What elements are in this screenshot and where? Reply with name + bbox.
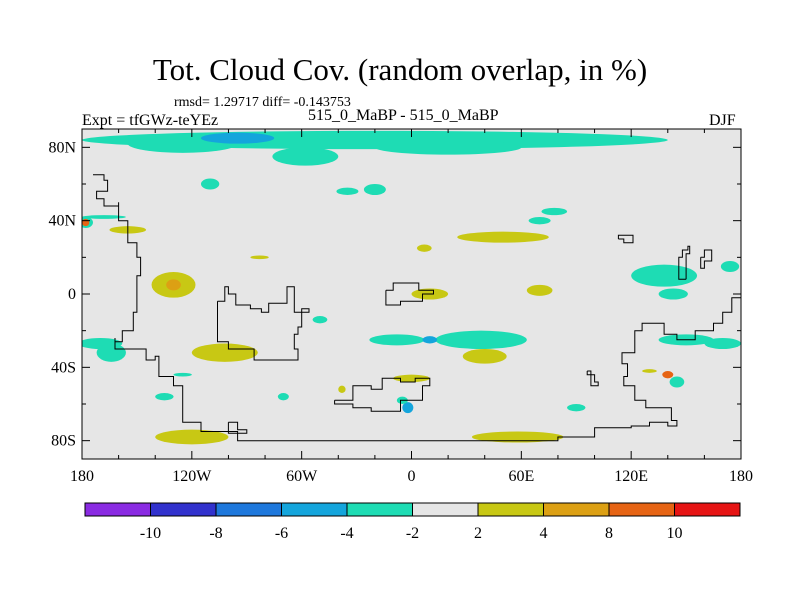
anomaly-patch <box>250 255 269 260</box>
anomaly-patch <box>155 393 174 401</box>
season-label: DJF <box>709 112 736 129</box>
anomaly-patch <box>191 343 258 362</box>
anomaly-patch <box>166 279 181 291</box>
colorbar-label: 2 <box>474 525 482 542</box>
anomaly-patch <box>200 132 275 144</box>
anomaly-patch <box>422 336 438 344</box>
anomaly-patch <box>82 218 90 227</box>
anomaly-patch <box>96 343 126 362</box>
colorbar-swatch <box>281 502 348 517</box>
y-tick-label: 40S <box>51 359 76 376</box>
coastline <box>586 370 599 387</box>
anomaly-patch <box>457 231 549 243</box>
anomaly-patch <box>704 338 741 349</box>
anomaly-patch <box>642 369 657 373</box>
x-tick-label: 120W <box>172 468 212 485</box>
x-tick-label: 60W <box>286 468 318 485</box>
x-tick-label: 0 <box>408 468 416 485</box>
colorbar-label: 8 <box>605 525 613 542</box>
anomaly-patch <box>402 402 414 414</box>
anomaly-patch <box>669 376 685 388</box>
colorbar-swatch <box>150 502 217 517</box>
colorbar-label: 4 <box>540 525 548 542</box>
colorbar-swatch <box>346 502 413 517</box>
colorbar-label: 10 <box>667 525 683 542</box>
colorbar-label: -2 <box>406 525 419 542</box>
x-tick-label: 180 <box>70 468 94 485</box>
anomaly-patch <box>526 284 553 296</box>
experiment-label: Expt = tfGWz-teYEz <box>82 112 219 129</box>
anomaly-patch <box>541 207 568 216</box>
anomaly-patch <box>369 334 425 346</box>
anomaly-patch <box>471 431 564 443</box>
anomaly-patch <box>312 316 328 324</box>
colorbar-label: -4 <box>340 525 353 542</box>
anomaly-patch <box>338 385 346 394</box>
colorbar-swatch <box>608 502 675 517</box>
coastline <box>217 286 310 361</box>
anomaly-patch <box>277 393 289 401</box>
y-tick-label: 0 <box>68 286 76 303</box>
coastline <box>617 234 634 244</box>
colorbar-label: -6 <box>275 525 288 542</box>
coastline <box>385 282 434 306</box>
colorbar-label: -10 <box>140 525 161 542</box>
anomaly-patch <box>363 184 386 195</box>
anomaly-patch <box>631 264 698 287</box>
coastline <box>93 174 742 442</box>
anomaly-patch <box>173 372 192 377</box>
stats-label: rmsd= 1.29717 diff= -0.143753 <box>174 95 351 110</box>
anomaly-patch <box>567 404 586 412</box>
anomaly-patch <box>393 374 430 383</box>
y-tick-label: 80S <box>51 433 76 450</box>
coastline <box>334 377 431 412</box>
anomaly-patch <box>416 244 432 252</box>
x-tick-label: 60E <box>508 468 534 485</box>
x-tick-label: 120E <box>614 468 648 485</box>
coastline <box>700 249 713 269</box>
colorbar-swatch <box>215 502 282 517</box>
anomaly-patch <box>155 429 229 445</box>
anomaly-patch <box>662 371 674 379</box>
anomaly-patch <box>82 215 126 219</box>
colorbar-swatch <box>543 502 610 517</box>
anomaly-patch <box>658 288 688 300</box>
colorbar-label: -8 <box>209 525 222 542</box>
y-tick-label: 80N <box>48 139 76 156</box>
y-tick-label: 40N <box>48 213 76 230</box>
x-tick-label: 180 <box>729 468 753 485</box>
anomaly-patch <box>374 140 522 155</box>
colorbar-swatch <box>412 502 479 517</box>
coastline <box>678 245 691 280</box>
anomaly-patch <box>462 349 507 364</box>
anomaly-patch <box>336 187 359 195</box>
anomaly-patch <box>720 261 740 272</box>
anomaly-patch <box>435 330 527 350</box>
coastline <box>227 421 248 434</box>
anomaly-patch <box>272 147 339 166</box>
anomaly-patch <box>528 217 551 225</box>
chart-title: Tot. Cloud Cov. (random overlap, in %) <box>152 52 648 87</box>
comparison-label: 515_0_MaBP - 515_0_MaBP <box>308 107 499 124</box>
colorbar-swatch <box>84 502 151 517</box>
colorbar-swatch <box>477 502 544 517</box>
anomaly-patch <box>200 178 220 190</box>
colorbar-swatch <box>674 502 741 517</box>
